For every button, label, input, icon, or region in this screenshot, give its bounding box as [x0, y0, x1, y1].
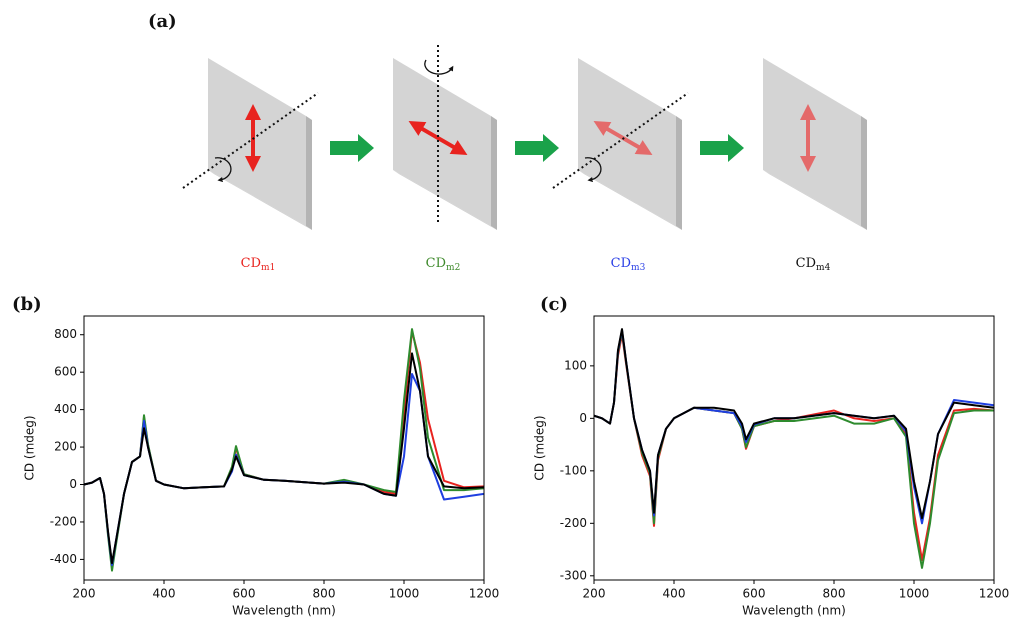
series-line: [84, 352, 484, 565]
series-line: [594, 328, 994, 520]
y-tick-label: -300: [560, 568, 587, 582]
caption-main: CD: [241, 256, 261, 271]
plate-edge: [676, 116, 682, 230]
panel-label: (b): [12, 294, 42, 315]
plate-edge: [861, 116, 867, 230]
panel-caption: CDm3: [611, 256, 646, 273]
plot-area: [84, 328, 484, 572]
series-line: [84, 330, 484, 568]
plate-edge: [763, 170, 867, 230]
x-tick-label: 1000: [389, 587, 420, 601]
y-tick-label: -200: [560, 516, 587, 530]
x-tick-label: 200: [73, 587, 96, 601]
y-tick-label: -400: [50, 552, 77, 566]
y-tick-label: 0: [69, 477, 77, 491]
plate-edge: [491, 116, 497, 230]
panel-caption: CDm1: [241, 256, 276, 273]
y-tick-label: 200: [54, 440, 77, 454]
x-tick-label: 400: [663, 587, 686, 601]
y-tick-label: 600: [54, 365, 77, 379]
x-tick-label: 1200: [979, 587, 1010, 601]
panel-caption: CDm2: [426, 256, 461, 273]
y-tick-label: -200: [50, 514, 77, 528]
plate: [208, 58, 306, 226]
rotation-symbol: [214, 157, 232, 183]
plate-edge: [208, 170, 312, 230]
x-tick-label: 800: [313, 587, 336, 601]
axes-frame: [83, 315, 485, 581]
x-tick-label: 600: [233, 587, 256, 601]
caption-main: CD: [426, 256, 446, 271]
x-tick-label: 400: [153, 587, 176, 601]
x-tick-label: 600: [743, 587, 766, 601]
panel-label: (a): [148, 11, 177, 32]
plot-area: [594, 328, 994, 569]
x-tick-label: 800: [823, 587, 846, 601]
rotation-symbol: [584, 157, 602, 183]
y-axis-label: CD (mdeg): [533, 415, 547, 480]
x-axis-label: Wavelength (nm): [232, 604, 336, 618]
polarization-arrow: [408, 121, 468, 155]
y-tick-label: 400: [54, 402, 77, 416]
caption-main: CD: [611, 256, 631, 271]
panel-label: (c): [540, 294, 568, 315]
caption-sub: m2: [446, 263, 460, 273]
series-line: [594, 330, 994, 569]
plate: [763, 58, 861, 226]
plate-edge: [578, 170, 682, 230]
y-axis-label: CD (mdeg): [23, 415, 37, 480]
series-line: [594, 333, 994, 562]
x-axis-label: Wavelength (nm): [742, 604, 846, 618]
flow-arrow: [515, 134, 559, 162]
caption-main: CD: [796, 256, 816, 271]
x-tick-label: 200: [583, 587, 606, 601]
plate-edge: [393, 170, 497, 230]
diagram: CDm1 CDm2 CDm3 CDm4: [182, 45, 867, 273]
y-tick-label: -100: [560, 463, 587, 477]
series-line: [84, 328, 484, 572]
flow-arrow: [330, 134, 374, 162]
y-tick-label: 0: [579, 411, 587, 425]
y-tick-label: 100: [564, 358, 587, 372]
plate-edge: [306, 116, 312, 230]
x-tick-label: 1000: [899, 587, 930, 601]
rotation-symbol: [424, 59, 454, 75]
y-tick-label: 800: [54, 327, 77, 341]
x-tick-label: 1200: [469, 587, 500, 601]
caption-sub: m1: [261, 263, 275, 273]
panel-caption: CDm4: [796, 256, 831, 273]
flow-arrow: [700, 134, 744, 162]
axes-frame: [593, 315, 995, 581]
caption-sub: m4: [816, 263, 831, 273]
caption-sub: m3: [631, 263, 646, 273]
